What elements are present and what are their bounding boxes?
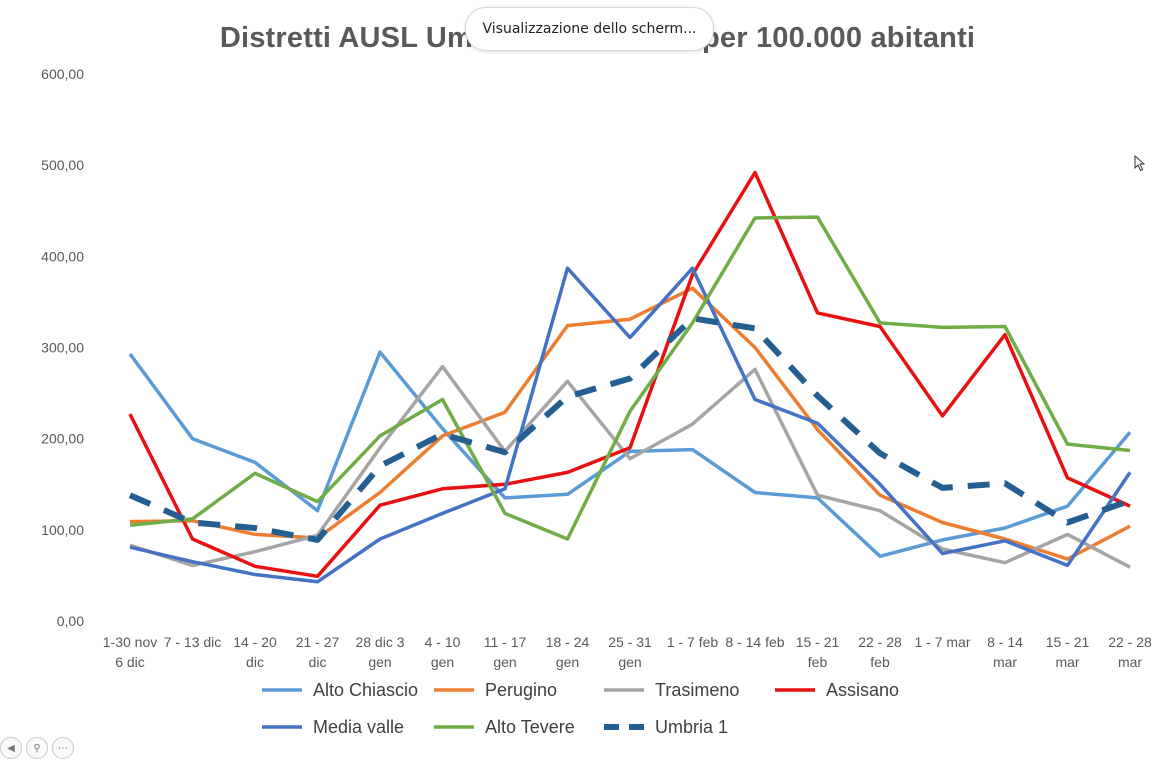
x-tick-label: 15 - 21 feb <box>796 634 840 670</box>
x-tick-label: 18 - 24 gen <box>546 634 590 670</box>
series-line-media-valle <box>129 266 1132 584</box>
x-tick-label: 11 - 17 gen <box>484 634 527 670</box>
x-axis: 1-30 nov 6 dic 7 - 13 dic 14 - 20 dic 21 - 27… <box>103 634 1152 670</box>
y-tick-label: 300,00 <box>41 340 84 356</box>
zoom-icon[interactable]: ⚲ <box>26 737 48 759</box>
y-tick-label: 200,00 <box>41 431 84 447</box>
series-line-trasimeno <box>129 364 1131 569</box>
x-tick-label: 1-30 nov 6 dic <box>103 634 157 670</box>
x-tick-label: 22 - 28 feb <box>858 634 902 670</box>
x-tick-label: 8 - 14 mar <box>987 634 1023 670</box>
y-tick-label: 0,00 <box>57 613 84 629</box>
x-tick-label: 4 - 10 gen <box>425 634 461 670</box>
series-line-alto-chiascio <box>128 350 1132 559</box>
legend-label: Umbria 1 <box>655 717 728 737</box>
y-tick-label: 600,00 <box>41 66 84 82</box>
legend-label: Alto Chiascio <box>313 680 418 700</box>
viewer-controls: ◀ ⚲ ⋯ <box>0 736 74 759</box>
x-tick-label: 7 - 13 dic <box>164 634 222 650</box>
y-axis: 0,00 100,00 200,00 300,00 400,00 500,00 600,00 <box>41 66 84 629</box>
series-line-perugino <box>129 286 1131 561</box>
series-line-alto-tevere <box>129 215 1131 541</box>
legend-label: Trasimeno <box>655 680 739 700</box>
y-tick-label: 400,00 <box>41 248 84 264</box>
series-line-assisano <box>128 170 1131 579</box>
x-tick-label: 28 dic 3 gen <box>355 634 404 670</box>
legend: Alto Chiascio Perugino Trasimeno Assisano Me… <box>262 680 899 737</box>
plot-area <box>128 170 1132 584</box>
x-tick-label: 1 - 7 mar <box>914 634 970 650</box>
legend-label: Assisano <box>826 680 899 700</box>
y-tick-label: 500,00 <box>41 157 84 173</box>
x-tick-label: 8 - 14 feb <box>725 634 784 650</box>
x-tick-label: 1 - 7 feb <box>667 634 719 650</box>
x-tick-label: 22 - 28 mar <box>1108 634 1152 670</box>
x-tick-label: 15 - 21 mar <box>1046 634 1090 670</box>
back-icon[interactable]: ◀ <box>0 737 22 759</box>
mouse-cursor-icon <box>1134 155 1146 172</box>
more-icon[interactable]: ⋯ <box>52 737 74 759</box>
x-tick-label: 14 - 20 dic <box>233 634 277 670</box>
y-tick-label: 100,00 <box>41 522 84 538</box>
x-tick-label: 21 - 27 dic <box>296 634 340 670</box>
series-line-umbria-1 <box>128 315 1131 543</box>
legend-label: Perugino <box>485 680 557 700</box>
x-tick-label: 25 - 31 gen <box>608 634 652 670</box>
screen-share-notification[interactable]: Visualizzazione dello scherm... <box>465 7 714 51</box>
legend-label: Alto Tevere <box>485 717 575 737</box>
legend-label: Media valle <box>313 717 404 737</box>
